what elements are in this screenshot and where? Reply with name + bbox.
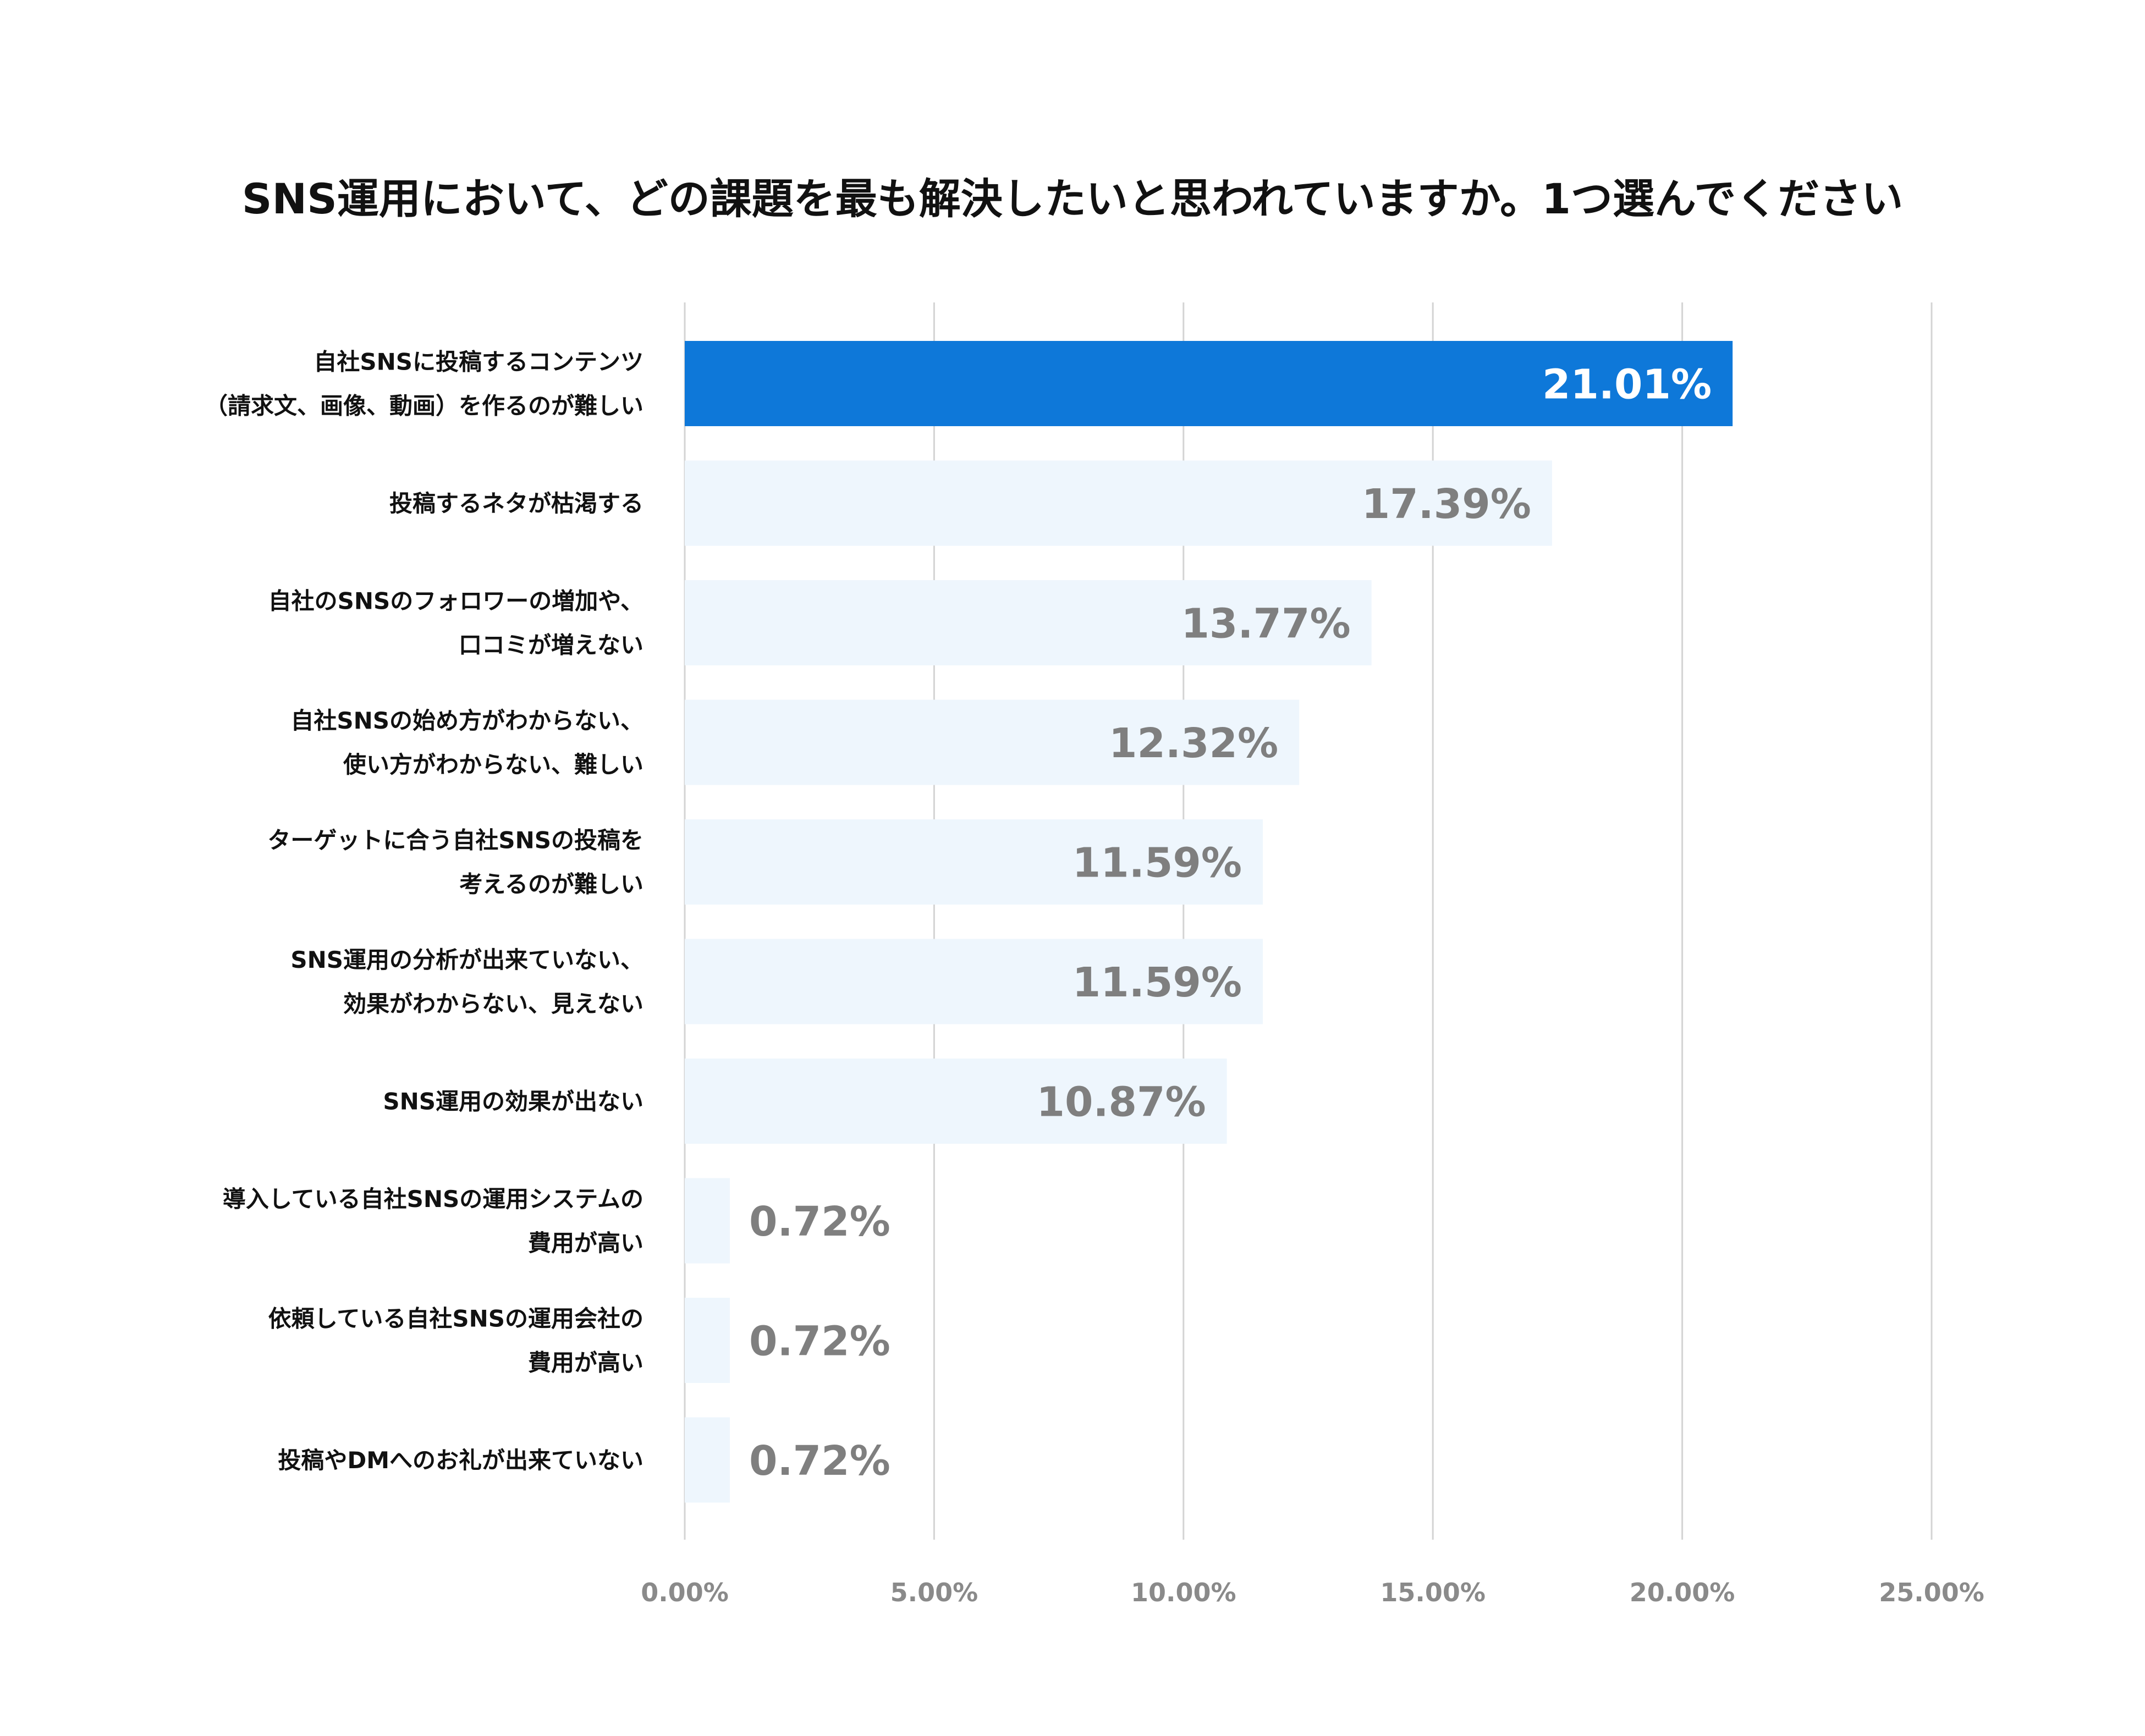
data-label: 0.72% [749,1437,890,1485]
category-label: SNS運用の分析が出来ていない、 [290,946,644,973]
data-label: 10.87% [1036,1079,1206,1126]
bar [685,1059,1227,1144]
category-label: SNS運用の効果が出ない [383,1088,644,1115]
bar [685,460,1552,546]
category-label: 投稿やDMへのお礼が出来ていない [278,1447,644,1474]
bar [685,939,1263,1024]
category-label: 導入している自社SNSの運用システムの [223,1186,644,1213]
bar [685,1417,730,1503]
x-tick-label: 0.00% [641,1578,729,1607]
x-tick-label: 10.00% [1131,1578,1236,1607]
x-tick-label: 15.00% [1380,1578,1486,1607]
bar [685,580,1372,665]
category-label: 使い方がわからない、難しい [343,751,644,778]
category-label: 自社のSNSのフォロワーの増加や、 [268,588,644,615]
category-label: 依頼している自社SNSの運用会社の [268,1305,644,1332]
bar [685,1298,730,1383]
data-label: 11.59% [1072,840,1242,887]
category-label: 費用が高い [528,1349,644,1376]
data-label: 13.77% [1181,600,1350,648]
category-label: 投稿するネタが枯渇する [389,490,644,517]
bar [685,1178,730,1264]
chart-title: SNS運用において、どの課題を最も解決したいと思われていますか。1つ選んでくださ… [241,174,1904,223]
bar [685,699,1300,785]
category-label: 自社SNSに投稿するコンテンツ [314,349,644,376]
x-tick-label: 5.00% [890,1578,978,1607]
category-label: 考えるのが難しい [459,871,644,898]
data-label: 21.01% [1542,361,1712,409]
data-label: 0.72% [749,1318,890,1365]
category-label: 自社SNSの始め方がわからない、 [290,707,644,734]
data-label: 17.39% [1362,481,1531,528]
category-label: ターゲットに合う自社SNSの投稿を [267,827,644,854]
data-label: 11.59% [1072,959,1242,1006]
data-label: 0.72% [749,1198,890,1245]
bar [685,341,1733,426]
data-label: 12.32% [1109,720,1278,767]
category-label: 口コミが増えない [459,632,644,659]
bar [685,819,1263,905]
x-tick-label: 20.00% [1630,1578,1735,1607]
category-label: （請求文、画像、動画）を作るのが難しい [205,393,644,420]
category-label: 費用が高い [528,1230,644,1256]
x-tick-label: 25.00% [1879,1578,1984,1607]
category-label: 効果がわからない、見えない [343,990,644,1017]
